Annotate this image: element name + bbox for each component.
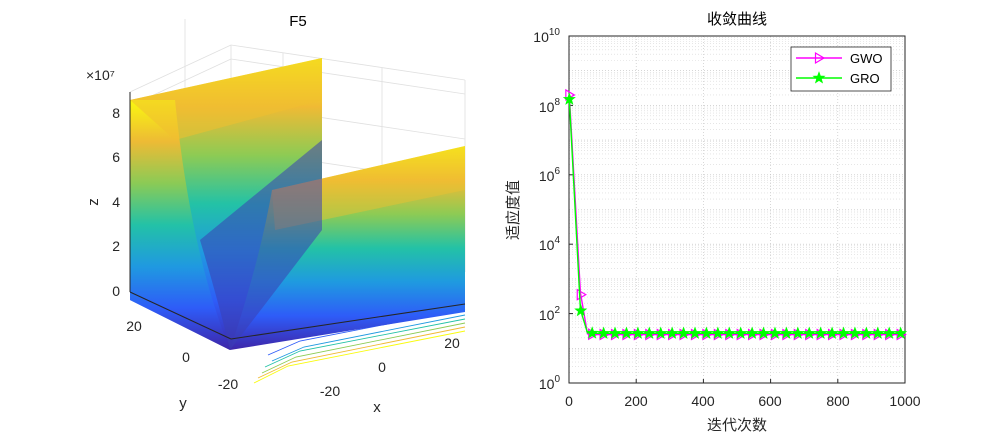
data-point <box>871 326 885 339</box>
data-point <box>802 326 816 339</box>
data-point <box>825 326 839 339</box>
data-point <box>688 326 702 339</box>
legend-label-gwo: GWO <box>850 51 883 66</box>
data-point <box>711 326 725 339</box>
z-axis-label: z <box>85 198 102 206</box>
data-point <box>642 326 656 339</box>
data-point <box>734 326 748 339</box>
convergence-x-axis-label: 迭代次数 <box>707 416 767 434</box>
x-tick-label: -20 <box>320 383 340 399</box>
x-ticks: -20 0 20 <box>320 335 460 399</box>
data-point <box>597 326 611 339</box>
axis-tick-marks <box>568 35 906 384</box>
data-point <box>576 288 587 301</box>
data-point <box>619 326 633 339</box>
surface-valley <box>200 140 322 350</box>
legend-box <box>790 46 892 92</box>
x-tick-label: 1000 <box>889 393 920 409</box>
data-point <box>562 92 576 105</box>
data-point <box>677 326 691 339</box>
legend-marker-gro <box>812 71 826 84</box>
grid <box>569 36 905 383</box>
legend: GWO GRO <box>790 46 892 92</box>
x-axis-line <box>230 303 466 340</box>
data-point <box>745 326 759 339</box>
surface-plot: F5 ×10⁷ 0 2 4 6 8 z -20 0 20 y -20 0 20 … <box>85 13 466 416</box>
data-point <box>757 326 771 339</box>
y-tick-label: 0 <box>182 349 190 365</box>
plot-frame <box>568 35 906 384</box>
data-point <box>791 326 805 339</box>
z-ticks: 0 2 4 6 8 <box>112 105 120 299</box>
y-tick-label: 102 <box>539 305 561 323</box>
x-tick-label: 200 <box>624 393 648 409</box>
data-point <box>574 303 588 317</box>
data-point <box>631 326 645 339</box>
surface-front-left-wall <box>130 100 230 350</box>
convergence-y-ticks: 100 102 104 106 108 1010 <box>533 27 560 392</box>
legend-marker-gwo <box>814 51 826 65</box>
data-point <box>894 326 908 339</box>
convergence-title: 收敛曲线 <box>707 10 767 28</box>
surface-top-band <box>130 58 322 140</box>
x-tick-label: 800 <box>826 393 850 409</box>
data-point <box>779 326 793 339</box>
data-point <box>768 326 782 339</box>
data-point <box>722 326 736 339</box>
convergence-plot: 收敛曲线 0 200 400 600 800 1000 迭代次数 100 102… <box>504 10 921 434</box>
y-tick-label: -20 <box>218 376 238 392</box>
data-point <box>882 326 896 339</box>
surface-walls <box>130 58 465 350</box>
y-tick-label: 106 <box>539 166 561 184</box>
data-point <box>814 326 828 339</box>
data-point <box>585 326 599 339</box>
x-tick-label: 600 <box>758 393 782 409</box>
data-point <box>654 326 668 339</box>
y-tick-label: 100 <box>539 374 561 392</box>
z-tick-label: 6 <box>112 149 120 165</box>
x-tick-label: 0 <box>378 359 386 375</box>
legend-label-gro: GRO <box>850 71 880 86</box>
legend-items <box>796 51 842 84</box>
z-tick-label: 0 <box>112 283 120 299</box>
data-point <box>699 326 713 339</box>
data-point <box>859 326 873 339</box>
z-exponent-label: ×10⁷ <box>86 67 115 83</box>
surface-axes <box>129 92 466 340</box>
x-axis-label: x <box>373 399 381 416</box>
data-point <box>608 326 622 339</box>
series-line-gro <box>568 99 905 335</box>
surface-title: F5 <box>289 13 307 30</box>
z-tick-label: 4 <box>112 194 120 210</box>
z-tick-label: 8 <box>112 105 120 121</box>
data-point <box>665 326 679 339</box>
convergence-x-ticks: 0 200 400 600 800 1000 <box>565 393 921 409</box>
data-point <box>848 326 862 339</box>
y-ticks: -20 0 20 <box>126 318 238 392</box>
y-tick-label: 20 <box>126 318 142 334</box>
convergence-y-axis-label: 适应度值 <box>504 180 522 240</box>
series-gro <box>562 92 908 339</box>
x-tick-label: 0 <box>565 393 573 409</box>
y-axis-line <box>129 291 232 340</box>
x-tick-label: 400 <box>691 393 715 409</box>
y-tick-label: 1010 <box>533 27 560 45</box>
data-point <box>836 326 851 339</box>
y-tick-label: 104 <box>539 235 561 253</box>
y-axis-label: y <box>179 395 187 412</box>
series-layer <box>562 88 908 341</box>
y-tick-label: 108 <box>539 97 561 115</box>
z-tick-label: 2 <box>112 238 120 254</box>
x-tick-label: 20 <box>444 335 460 351</box>
